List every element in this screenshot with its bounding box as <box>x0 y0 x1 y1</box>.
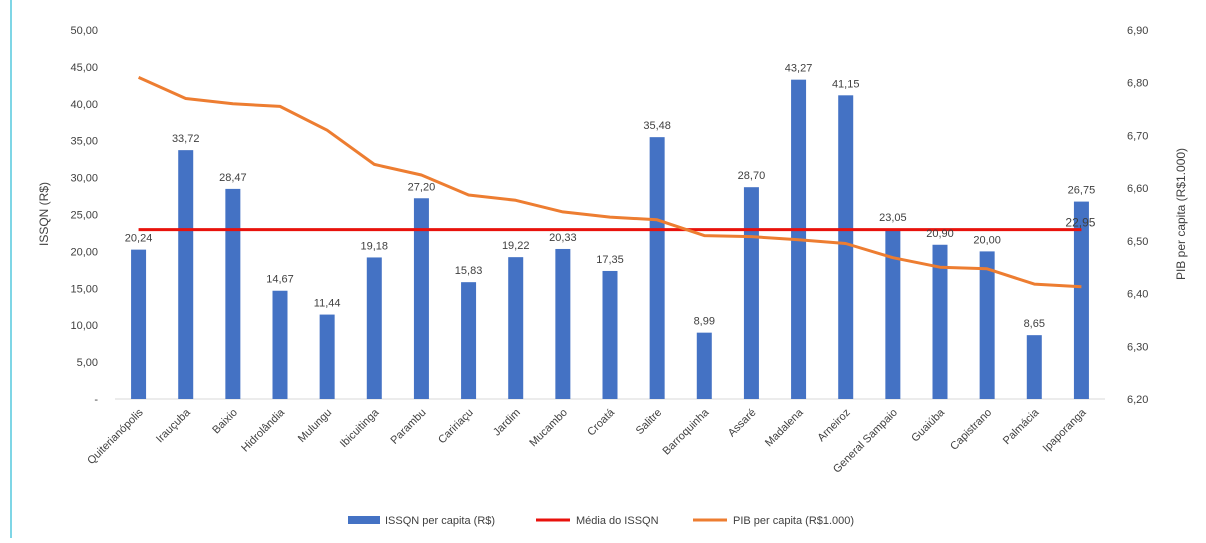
x-category-label: Assaré <box>726 407 759 440</box>
bar-data-label: 41,15 <box>832 78 860 90</box>
y-left-tick-label: 15,00 <box>70 283 98 295</box>
legend-swatch-issqn <box>348 516 380 524</box>
bar-data-label: 23,05 <box>879 212 907 224</box>
left-edge-border <box>10 0 12 538</box>
bar-data-label: 11,44 <box>314 298 341 310</box>
bar-data-label: 20,33 <box>549 232 577 244</box>
x-category-label: Mulungu <box>296 407 334 445</box>
bar-issqn <box>1026 335 1042 399</box>
x-category-label: Caririaçu <box>436 407 476 447</box>
y-left-tick-label: 30,00 <box>70 173 98 185</box>
bar-issqn <box>602 270 618 399</box>
pib-per-capita-line <box>137 76 1082 289</box>
y-axis-left-title: ISSQN (R$) <box>37 182 51 246</box>
bar-issqn <box>366 257 382 399</box>
x-category-label: Jardim <box>491 407 523 439</box>
bar-data-label: 17,35 <box>596 254 624 266</box>
legend: ISSQN per capita (R$) Média do ISSQN PIB… <box>348 515 854 527</box>
bar-issqn <box>885 228 901 399</box>
x-category-label: Palmácia <box>1001 406 1042 447</box>
bar-data-label: 27,20 <box>408 181 436 193</box>
x-category-label: Quiterianópolis <box>85 406 146 467</box>
bar-issqn <box>838 95 854 400</box>
bar-issqn <box>178 150 194 399</box>
y-left-tick-label: - <box>94 394 98 406</box>
x-category-label: Mucambo <box>527 407 570 450</box>
bar-issqn <box>555 248 571 399</box>
y-left-tick-label: 35,00 <box>70 136 98 148</box>
x-category-label: Ipaporanga <box>1041 406 1089 454</box>
legend-label-media: Média do ISSQN <box>576 515 659 527</box>
bar-data-label: 19,22 <box>502 240 530 252</box>
y-left-tick-label: 25,00 <box>70 210 98 222</box>
y-left-tick-label: 50,00 <box>70 25 98 37</box>
bar-data-label: 8,99 <box>694 316 715 328</box>
y-right-tick-label: 6,20 <box>1127 394 1148 406</box>
y-right-tick-label: 6,60 <box>1127 183 1148 195</box>
x-category-label: Ibicuitinga <box>338 406 382 450</box>
bar-issqn <box>508 257 524 399</box>
bar-data-label: 33,72 <box>172 133 200 145</box>
x-category-label: Salitre <box>634 407 665 438</box>
y-axis-right-title: PIB per capita (R$1.000) <box>1174 148 1188 280</box>
bar-issqn <box>131 249 147 399</box>
x-category-label: Irauçuba <box>154 406 193 445</box>
bar-data-label: 15,83 <box>455 265 483 277</box>
bar-data-label: 8,65 <box>1024 318 1045 330</box>
y-right-tick-label: 6,90 <box>1127 25 1148 37</box>
bar-issqn <box>979 251 995 399</box>
legend-label-issqn: ISSQN per capita (R$) <box>385 515 495 527</box>
bar-data-label: 20,24 <box>125 233 153 245</box>
bar-issqn <box>696 332 712 399</box>
bar-data-label: 26,75 <box>1068 185 1096 197</box>
bar-data-label: 14,67 <box>266 274 294 286</box>
x-category-label: Parambu <box>388 407 428 447</box>
bar-issqn <box>413 198 429 399</box>
bar-data-label: 35,48 <box>643 120 671 132</box>
y-left-tick-label: 5,00 <box>77 357 98 369</box>
y-right-tick-label: 6,40 <box>1127 289 1148 301</box>
bar-issqn <box>649 137 665 399</box>
bar-data-label: 20,00 <box>973 234 1001 246</box>
x-category-label: Croatá <box>585 406 617 438</box>
x-category-label: Capistrano <box>948 407 994 453</box>
y-right-tick-label: 6,70 <box>1127 130 1148 142</box>
bar-issqn <box>1073 201 1089 399</box>
bar-issqn <box>932 244 948 399</box>
bar-issqn <box>272 290 288 399</box>
bar-issqn <box>225 188 241 399</box>
y-right-tick-label: 6,30 <box>1127 341 1148 353</box>
bar-data-label: 28,47 <box>219 172 247 184</box>
bar-issqn <box>319 314 335 399</box>
bar-data-label: 28,70 <box>738 170 766 182</box>
y-right-tick-label: 6,80 <box>1127 78 1148 90</box>
y-left-tick-label: 45,00 <box>70 62 98 74</box>
x-category-label: Guaiúba <box>909 406 948 445</box>
y-right-tick-label: 6,50 <box>1127 236 1148 248</box>
x-category-label: Madalena <box>763 406 806 449</box>
x-category-label: Arneiroz <box>815 407 852 444</box>
bar-issqn <box>461 282 477 399</box>
bar-data-label: 43,27 <box>785 63 813 75</box>
media-data-label: 22,95 <box>1065 216 1095 230</box>
bar-data-label: 19,18 <box>361 240 389 252</box>
legend-label-pib: PIB per capita (R$1.000) <box>733 515 854 527</box>
bar-data-label: 20,90 <box>926 228 954 240</box>
y-left-tick-label: 10,00 <box>70 320 98 332</box>
y-left-tick-label: 40,00 <box>70 99 98 111</box>
x-category-label: Barroquinha <box>661 406 712 457</box>
x-category-label: Baixio <box>210 407 240 437</box>
x-category-label: Hidrolândia <box>239 406 287 454</box>
bar-issqn <box>743 187 759 399</box>
y-left-tick-label: 20,00 <box>70 246 98 258</box>
